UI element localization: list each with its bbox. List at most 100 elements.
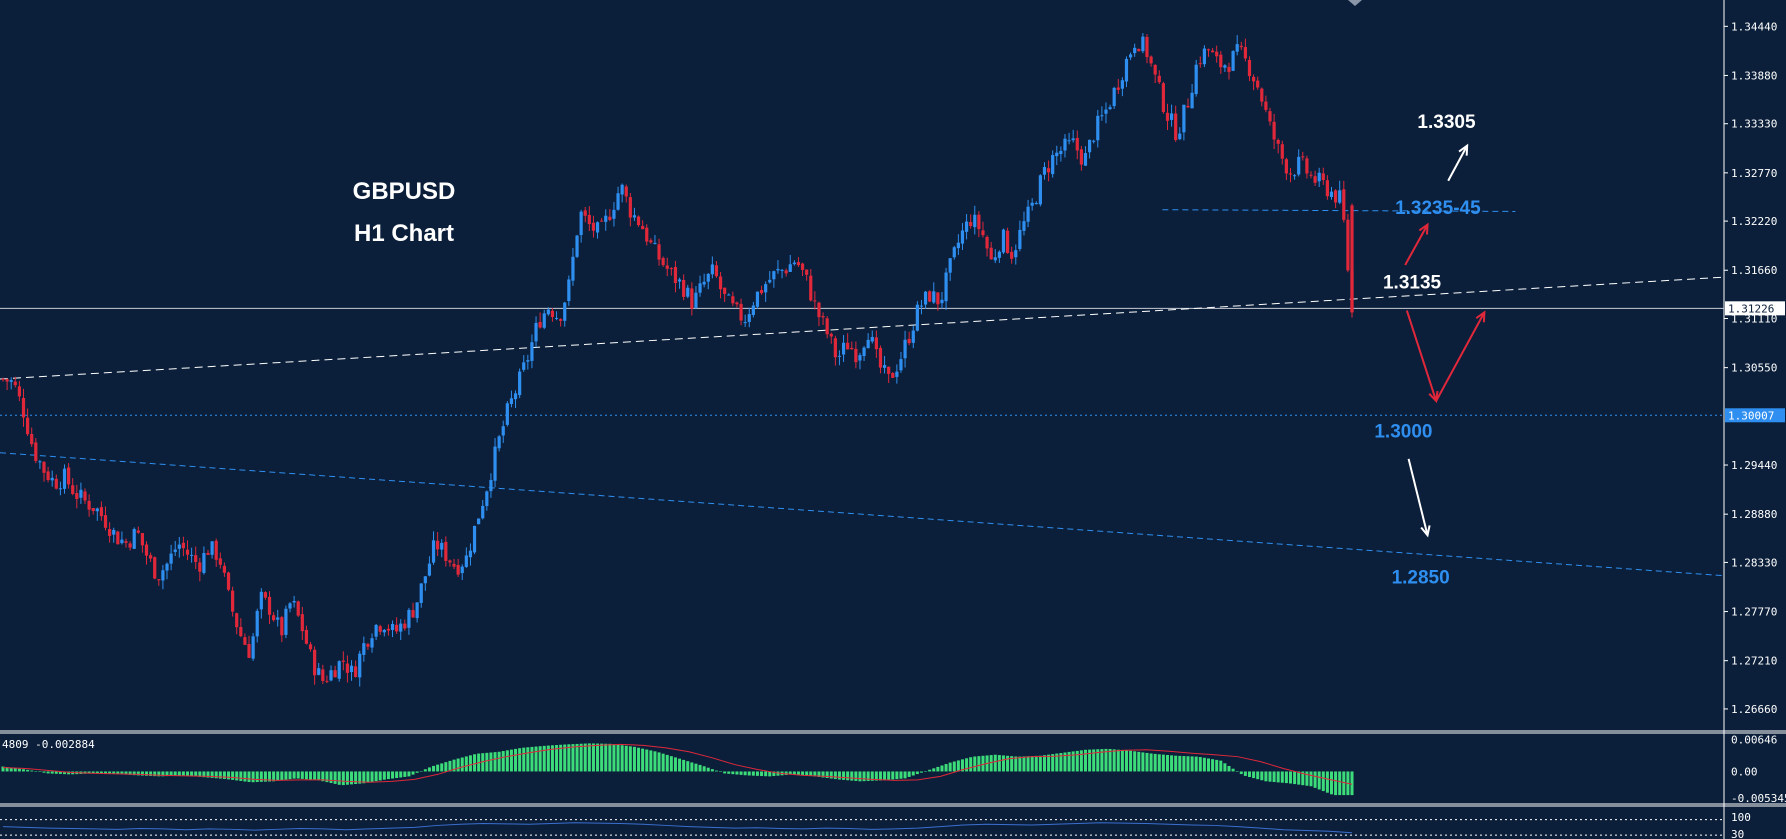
macd-histogram-bar: [493, 752, 497, 772]
macd-histogram-bar: [591, 743, 595, 772]
macd-histogram-bar: [1260, 771, 1264, 781]
candle-body: [259, 591, 263, 610]
macd-histogram-bar: [1022, 756, 1026, 772]
macd-histogram-bar: [333, 771, 337, 784]
candle-body: [575, 235, 579, 257]
chart-subtitle: H1 Chart: [354, 220, 454, 247]
macd-histogram-bar: [969, 757, 973, 772]
candle-body: [559, 319, 563, 321]
candle-body: [554, 317, 559, 319]
macd-histogram-bar: [473, 754, 477, 772]
candle-body: [411, 610, 415, 618]
macd-histogram-bar: [227, 771, 231, 780]
candle-body: [1268, 111, 1272, 122]
y-tick-label: 1.28880: [1731, 508, 1777, 521]
macd-histogram-bar: [255, 771, 259, 783]
macd-histogram-bar: [313, 771, 317, 780]
candle-body: [542, 313, 546, 328]
candle-body: [251, 636, 255, 659]
candle-body: [226, 572, 231, 590]
candle-body: [124, 541, 128, 543]
candle-body: [653, 242, 657, 244]
candle-body: [923, 291, 928, 305]
macd-histogram-bar: [559, 744, 563, 772]
macd-histogram-bar: [858, 771, 862, 782]
macd-histogram-bar: [727, 771, 731, 774]
macd-histogram-bar: [395, 771, 399, 778]
candle-body: [530, 342, 534, 361]
macd-histogram-bar: [1145, 752, 1149, 772]
macd-histogram-bar: [751, 771, 755, 776]
candle-body: [222, 565, 227, 573]
macd-histogram-bar: [448, 760, 452, 772]
candle-body: [743, 322, 747, 324]
macd-histogram-bar: [481, 753, 485, 772]
candle-body: [30, 434, 34, 445]
macd-histogram-bar: [801, 771, 805, 776]
candle-body: [825, 318, 829, 335]
candle-body: [1141, 36, 1145, 52]
candle-body: [321, 669, 325, 681]
macd-histogram-bar: [386, 771, 390, 780]
macd-histogram-bar: [1186, 756, 1190, 772]
candle-body: [198, 562, 202, 572]
candle-body: [1338, 190, 1342, 203]
candle-body: [99, 507, 104, 517]
candle-body: [956, 242, 960, 249]
macd-histogram-bar: [624, 745, 628, 772]
price-annotations: 1.3305 1.3235-45 1.3135 1.3000 1.2850: [1374, 112, 1481, 588]
macd-readout: 4809 -0.002884: [2, 738, 95, 751]
macd-histogram-bar: [813, 771, 817, 777]
candle-body: [436, 540, 440, 550]
candle-body: [67, 467, 71, 485]
macd-histogram-bar: [128, 771, 132, 775]
candle-body: [915, 304, 919, 331]
candle-body: [690, 288, 694, 309]
macd-histogram-bar: [796, 771, 800, 775]
candle-body: [1005, 230, 1010, 254]
candle-body: [866, 339, 870, 349]
candle-body: [157, 579, 161, 581]
candle-body: [579, 211, 583, 236]
candle-body: [497, 436, 501, 449]
candle-body: [386, 628, 391, 631]
macd-histogram-bar: [370, 771, 374, 782]
trendline-blue-dashed: [0, 452, 1723, 577]
macd-histogram-bar: [878, 771, 882, 781]
candle-body: [665, 265, 669, 269]
candle-body: [1083, 153, 1088, 166]
macd-histogram-bar: [206, 771, 210, 778]
candle-body: [948, 258, 952, 273]
macd-histogram-bar: [1149, 753, 1153, 772]
candle-body: [1145, 36, 1149, 58]
y-tick-label: 1.34440: [1731, 20, 1777, 33]
candle-body: [895, 371, 899, 377]
candle-body: [1149, 56, 1153, 64]
candle-body: [1198, 63, 1202, 65]
macd-histogram-bar: [1088, 749, 1092, 772]
candle-body: [833, 338, 837, 358]
candle-body: [218, 558, 222, 565]
macd-histogram-bar: [1190, 756, 1194, 772]
macd-histogram-bar: [38, 771, 42, 772]
candle-body: [1284, 159, 1288, 174]
candle-body: [1251, 76, 1256, 82]
candle-body: [706, 273, 710, 282]
candle-body: [202, 553, 206, 573]
macd-histogram-bar: [862, 771, 866, 782]
macd-histogram-bar: [1297, 771, 1301, 785]
arrow-up-red-shaft: [1404, 224, 1429, 266]
macd-histogram-bar: [911, 771, 915, 776]
macd-histogram-bar: [95, 771, 99, 774]
macd-histogram-bar: [239, 771, 243, 781]
candle-body: [103, 515, 108, 528]
candle-body: [669, 268, 673, 270]
y-tick-label: 1.30550: [1731, 362, 1777, 375]
macd-histogram-bar: [903, 771, 907, 779]
macd-histogram-bar: [907, 771, 911, 777]
arrow-down-white-shaft: [1407, 458, 1429, 536]
macd-histogram-bar: [928, 769, 932, 772]
candlesticks: [1, 33, 1354, 687]
